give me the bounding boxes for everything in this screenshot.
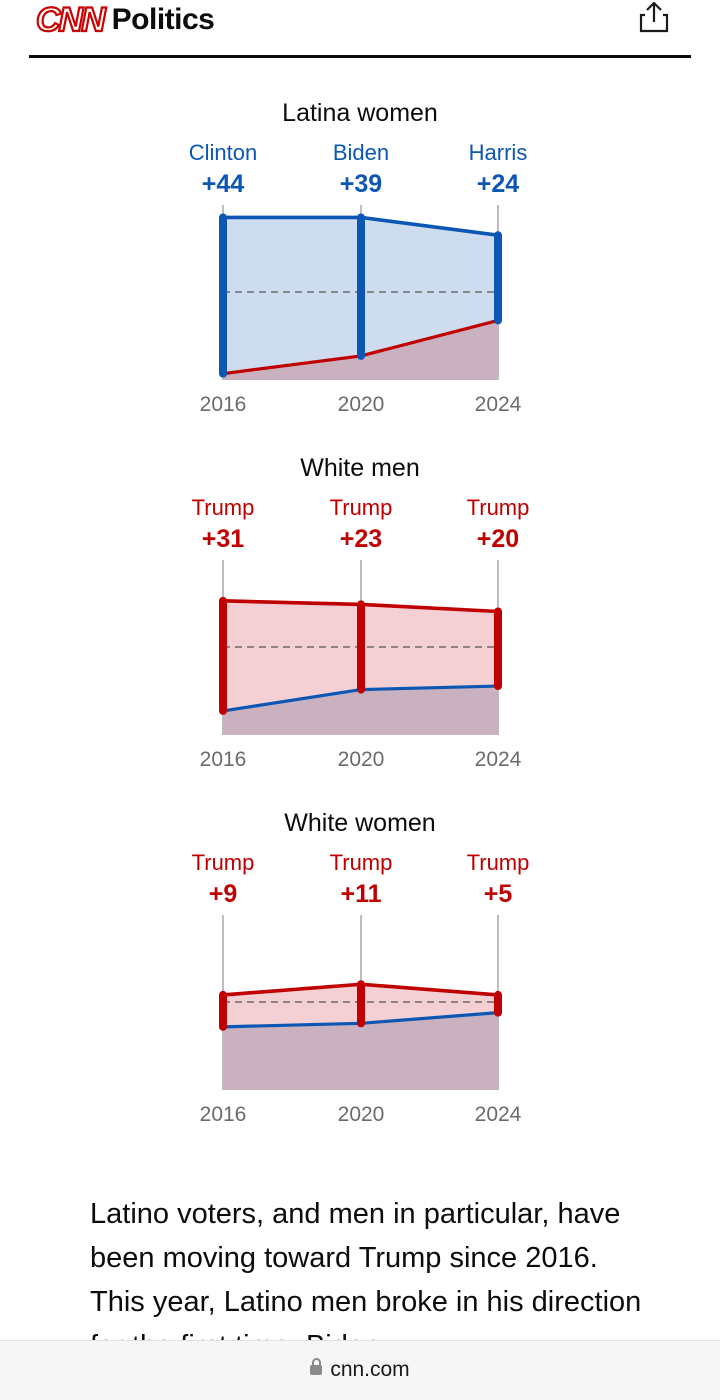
chart-title: Latina women — [282, 99, 438, 127]
margin-label: +24 — [477, 170, 520, 198]
cnn-logo[interactable]: CNN Politics — [35, 0, 215, 40]
year-label: 2020 — [338, 748, 385, 771]
url-text: cnn.com — [330, 1358, 410, 1381]
margin-label: +44 — [202, 170, 245, 198]
winner-label: Trump — [467, 850, 530, 875]
header-rule — [29, 55, 691, 58]
chart-white-men: White men Trump +31 2016 Trump +23 2020 Trump +2… — [0, 445, 720, 785]
chart-title: White men — [300, 454, 419, 482]
article-paragraph: Latino voters, and men in particular, ha… — [90, 1198, 642, 1362]
chart-title: White women — [284, 809, 435, 837]
year-label: 2024 — [475, 1103, 522, 1126]
logo-wordmark: CNN — [35, 1, 107, 39]
year-label: 2024 — [475, 748, 522, 771]
url-display[interactable]: cnn.com — [0, 1358, 720, 1382]
margin-label: +11 — [340, 880, 381, 908]
year-label: 2020 — [338, 393, 385, 416]
chart-svg: White men Trump +31 2016 Trump +23 2020 Trump +2… — [192, 454, 530, 771]
winner-label: Harris — [469, 140, 528, 165]
winner-label: Biden — [333, 140, 389, 165]
section-title: Politics — [111, 3, 215, 36]
year-label: 2016 — [200, 393, 247, 416]
margin-label: +39 — [340, 170, 382, 198]
margin-label: +5 — [484, 880, 513, 908]
base-area — [223, 1012, 498, 1090]
winner-label: Trump — [330, 495, 393, 520]
browser-address-bar[interactable]: cnn.com — [0, 1340, 720, 1400]
chart-white-women: White women Trump +9 2016 Trump +11 2020 Trump +… — [0, 800, 720, 1140]
winner-label: Trump — [192, 850, 255, 875]
base-area — [223, 686, 498, 735]
year-label: 2016 — [200, 748, 247, 771]
margin-label: +31 — [202, 525, 245, 553]
lock-icon — [310, 1358, 323, 1375]
winner-label: Trump — [467, 495, 530, 520]
margin-label: +20 — [477, 525, 519, 553]
chart-svg: Latina women Clinton +44 2016 Biden +39 2020 Ha… — [189, 99, 528, 416]
chart-svg: White women Trump +9 2016 Trump +11 2020 Trump +… — [192, 809, 530, 1126]
year-label: 2024 — [475, 393, 522, 416]
share-icon[interactable] — [638, 0, 670, 36]
year-label: 2020 — [338, 1103, 385, 1126]
winner-label: Trump — [192, 495, 255, 520]
chart-latina-women: Latina women Clinton +44 2016 Biden +39 2020 Ha… — [0, 90, 720, 430]
site-header: CNN Politics — [0, 0, 720, 60]
winner-label: Trump — [330, 850, 393, 875]
year-label: 2016 — [200, 1103, 247, 1126]
margin-label: +9 — [209, 880, 238, 908]
margin-label: +23 — [340, 525, 382, 553]
winner-label: Clinton — [189, 140, 257, 165]
